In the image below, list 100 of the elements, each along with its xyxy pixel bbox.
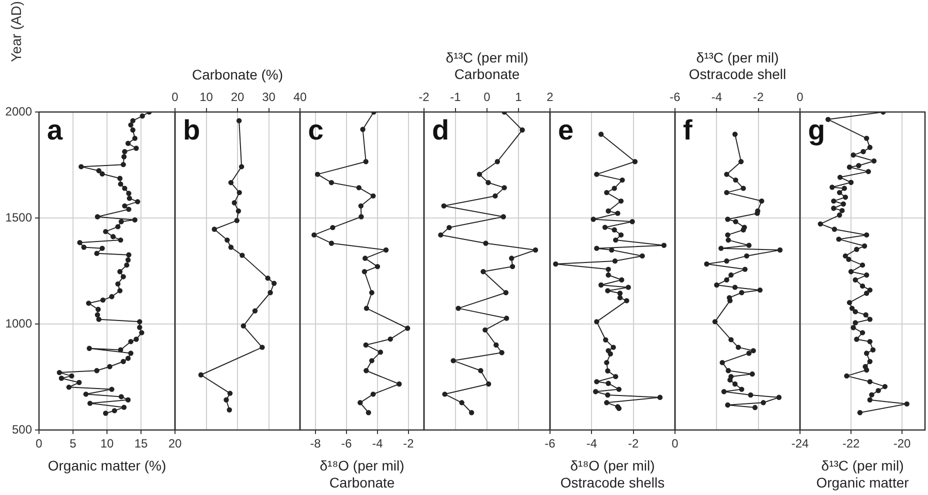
- x-tick-label: -2: [418, 90, 430, 104]
- point: [748, 392, 754, 398]
- point: [503, 290, 508, 296]
- point: [846, 300, 852, 306]
- point: [752, 404, 758, 410]
- point: [492, 193, 498, 199]
- point: [500, 214, 506, 220]
- point: [866, 168, 871, 174]
- point: [746, 242, 752, 248]
- point: [605, 392, 610, 398]
- point: [369, 358, 374, 364]
- point: [388, 336, 393, 342]
- point: [720, 360, 725, 366]
- x-tick-label: -6: [544, 436, 556, 451]
- point: [605, 288, 610, 294]
- x-tick-label: 0: [172, 90, 179, 104]
- point: [626, 284, 631, 290]
- point: [860, 283, 866, 289]
- point: [704, 261, 710, 267]
- point: [610, 344, 616, 350]
- point: [864, 136, 870, 141]
- point: [620, 177, 625, 183]
- point: [612, 258, 618, 264]
- point: [714, 282, 720, 288]
- point: [374, 264, 380, 270]
- point: [228, 180, 234, 186]
- point: [224, 397, 229, 402]
- point: [727, 298, 733, 304]
- point: [832, 226, 838, 232]
- y-tick-label: 1000: [5, 316, 32, 330]
- point: [860, 149, 866, 154]
- point: [358, 400, 363, 406]
- point: [224, 237, 230, 243]
- annotation: d: [432, 114, 450, 146]
- point: [268, 290, 273, 296]
- point: [818, 221, 824, 227]
- point: [860, 330, 866, 336]
- point: [618, 198, 624, 204]
- x-axis-title: Organic matter (%): [48, 457, 166, 474]
- point: [236, 208, 242, 214]
- point: [370, 392, 376, 397]
- point: [362, 269, 368, 274]
- point: [724, 190, 730, 196]
- annotation: a: [47, 114, 63, 146]
- point: [520, 127, 525, 133]
- point: [212, 226, 217, 232]
- point: [742, 266, 748, 272]
- x-tick-label: -4: [711, 90, 722, 104]
- point: [330, 224, 336, 230]
- point: [619, 277, 624, 283]
- point: [846, 256, 852, 262]
- point: [867, 287, 872, 293]
- x-tick-label: -20: [893, 436, 912, 451]
- point: [228, 244, 234, 250]
- point: [605, 368, 610, 374]
- point: [863, 312, 868, 318]
- point: [593, 389, 598, 394]
- point: [459, 400, 464, 406]
- x-tick-label: 0: [484, 90, 491, 104]
- point: [594, 172, 600, 177]
- point: [726, 237, 731, 243]
- y-axis-title: Year (AD): [8, 1, 24, 62]
- point: [839, 208, 845, 214]
- point: [236, 190, 242, 196]
- point: [364, 306, 370, 311]
- point: [825, 116, 831, 122]
- point: [740, 186, 746, 191]
- x-tick-label: 10: [100, 436, 114, 451]
- x-tick-label: 20: [230, 90, 244, 104]
- point: [846, 164, 852, 170]
- y-tick-label: 1500: [5, 210, 32, 224]
- point: [441, 203, 446, 209]
- point: [456, 306, 461, 311]
- point: [750, 371, 755, 377]
- point: [613, 374, 618, 380]
- point: [240, 323, 246, 329]
- point: [271, 280, 277, 286]
- annotation: c: [308, 114, 324, 146]
- x-tick-label: -4: [586, 436, 598, 451]
- point: [378, 350, 384, 355]
- point: [532, 247, 538, 253]
- x-axis-title: Carbonate (%): [192, 66, 284, 82]
- point: [867, 397, 872, 402]
- y-tick-label: 2000: [5, 104, 32, 118]
- annotation: g: [808, 114, 826, 146]
- point: [852, 277, 858, 283]
- point: [726, 368, 731, 374]
- point: [328, 240, 334, 246]
- point: [831, 206, 836, 211]
- x-tick-label: -1: [450, 90, 462, 104]
- x-tick-label: -2: [628, 436, 639, 451]
- x-tick-label: 15: [134, 436, 148, 451]
- point: [777, 247, 783, 253]
- point: [836, 236, 842, 242]
- point: [603, 337, 608, 342]
- point: [864, 290, 870, 296]
- point: [480, 269, 486, 274]
- point: [617, 295, 623, 300]
- point: [842, 186, 847, 191]
- x-tick-label: -8: [310, 436, 322, 451]
